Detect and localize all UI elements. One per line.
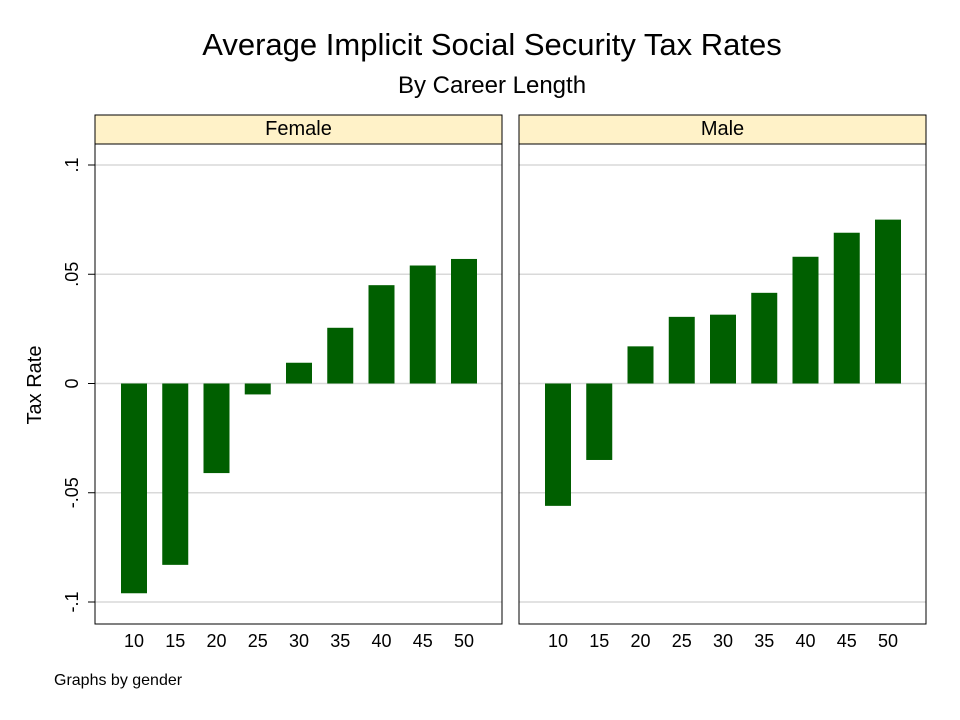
y-axis: -.1 -.05 0 .05 .1 [62, 157, 95, 613]
bar-female-35 [327, 327, 354, 384]
panel-female: Female 10 15 20 25 30 35 40 45 50 [94, 114, 503, 651]
x-tick-label: 20 [206, 631, 226, 651]
bar-male-30 [710, 314, 736, 384]
x-tick-label: 50 [454, 631, 474, 651]
bar-female-30 [286, 362, 312, 384]
x-tick-label: 35 [330, 631, 350, 651]
bar-female-25 [244, 383, 271, 395]
bar-male-35 [751, 292, 778, 384]
x-tick-label: 25 [248, 631, 268, 651]
y-axis-title: Tax Rate [24, 346, 46, 425]
x-tick-label: 15 [165, 631, 185, 651]
x-tick-label: 50 [878, 631, 898, 651]
y-tick-label: 0 [62, 378, 82, 388]
bar-male-45 [833, 232, 860, 384]
panel-male: Male 10 15 20 25 30 35 40 45 50 [518, 114, 927, 651]
bar-male-50 [875, 219, 901, 384]
x-tick-label: 45 [837, 631, 857, 651]
strip-male [518, 114, 927, 145]
x-tick-label: 40 [795, 631, 815, 651]
x-tick-label: 30 [289, 631, 309, 651]
x-tick-label: 10 [124, 631, 144, 651]
y-tick-label: .05 [62, 262, 82, 287]
x-tick-label: 45 [413, 631, 433, 651]
strip-label-female: Female [265, 118, 332, 140]
bar-female-50 [451, 258, 477, 384]
plot-frame-male [518, 143, 927, 625]
bar-male-25 [668, 316, 695, 384]
x-tick-label: 25 [672, 631, 692, 651]
panels: Female 10 15 20 25 30 35 40 45 50 Male 10 15 20 25 30 35… [62, 114, 927, 651]
bar-male-10 [545, 383, 571, 506]
bar-female-45 [409, 265, 436, 384]
strip-female [94, 114, 503, 145]
bar-male-15 [586, 383, 613, 460]
bar-female-15 [162, 383, 189, 565]
x-tick-label: 30 [713, 631, 733, 651]
bar-female-10 [121, 383, 147, 594]
y-tick-label: -.05 [62, 477, 82, 508]
strip-label-male: Male [701, 118, 744, 140]
bar-female-40 [368, 285, 395, 384]
x-tick-label: 15 [589, 631, 609, 651]
chart-subtitle: By Career Length [398, 72, 586, 99]
x-tick-label: 20 [630, 631, 650, 651]
chart-title: Average Implicit Social Security Tax Rat… [202, 27, 782, 62]
bar-male-40 [792, 256, 819, 384]
graphs-note: Graphs by gender [54, 672, 183, 689]
x-tick-label: 40 [371, 631, 391, 651]
y-tick-label: .1 [62, 157, 82, 172]
bar-female-20 [203, 383, 230, 474]
x-tick-label: 10 [548, 631, 568, 651]
x-tick-label: 35 [754, 631, 774, 651]
y-tick-label: -.1 [62, 591, 82, 612]
bar-male-20 [627, 346, 654, 384]
